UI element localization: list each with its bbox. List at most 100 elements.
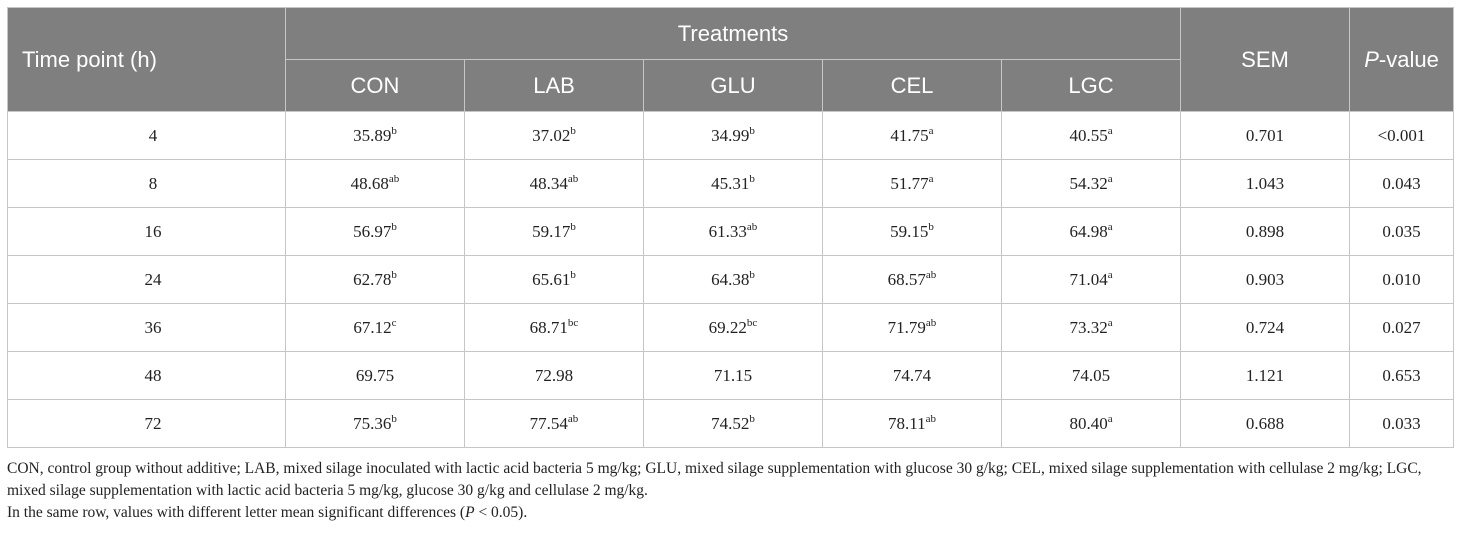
time-point-cell: 4 [7,111,286,160]
value-cell: 77.54ab [464,399,644,448]
value-cell: 41.75a [822,111,1002,160]
value-text: 48.68 [350,173,389,193]
value-cell: 73.32a [1000,303,1182,352]
value-cell: 54.32a [1000,159,1182,208]
value-cell: 67.12c [285,303,465,352]
column-header-con: CON [285,59,465,112]
value-text: 71.79 [887,317,926,337]
value-cell: 71.15 [643,351,823,400]
significance-letter: b [749,412,755,425]
time-point-cell: 72 [7,399,286,448]
value-cell: 68.57ab [822,255,1002,304]
p-value-cell: 0.010 [1349,255,1455,304]
value-cell: 56.97b [285,207,465,256]
value-text: 71.15 [713,365,753,385]
table-row: 8 48.68ab 48.34ab 45.31b 51.77a 54.32a 1.043 0.… [7,159,1455,208]
value-cell: 48.68ab [285,159,465,208]
value-text: 34.99 [711,125,750,145]
column-header-cel: CEL [822,59,1002,112]
value-cell: 61.33ab [643,207,823,256]
significance-letter: a [1107,268,1113,281]
value-text: 59.15 [890,221,929,241]
value-text: 74.52 [711,413,750,433]
value-text: 59.17 [532,221,571,241]
p-value-cell: 0.043 [1349,159,1455,208]
table-row: 24 62.78b 65.61b 64.38b 68.57ab 71.04a 0.903 0.… [7,255,1455,304]
value-text: 41.75 [890,125,929,145]
table-row: 36 67.12c 68.71bc 69.22bc 71.79ab 73.32a 0.724… [7,303,1455,352]
table-body: 4 35.89b 37.02b 34.99b 41.75a 40.55a 0.701 <0.0… [7,111,1455,448]
significance-letter: b [749,268,755,281]
table-row: 16 56.97b 59.17b 61.33ab 59.15b 64.98a 0.898 0.… [7,207,1455,256]
value-cell: 59.17b [464,207,644,256]
value-cell: 62.78b [285,255,465,304]
column-header-lgc: LGC [1000,59,1182,112]
value-text: 64.38 [711,269,750,289]
time-point-cell: 16 [7,207,286,256]
results-table: Time point (h) Treatments SEM P-value CO… [7,7,1455,448]
significance-letter: a [928,172,934,185]
p-value-header: P-value [1349,7,1455,112]
significance-letter: a [928,124,934,137]
header-row-1: Time point (h) Treatments SEM P-value [7,7,1455,112]
value-text: 35.89 [353,125,392,145]
p-value-cell: 0.027 [1349,303,1455,352]
p-value-cell: 0.033 [1349,399,1455,448]
value-cell: 37.02b [464,111,644,160]
table-row: 4 35.89b 37.02b 34.99b 41.75a 40.55a 0.701 <0.0… [7,111,1455,160]
significance-letter: b [749,172,755,185]
significance-letter: b [570,124,576,137]
time-point-cell: 48 [7,351,286,400]
value-text: 73.32 [1069,317,1108,337]
value-text: 64.98 [1069,221,1108,241]
significance-letter: b [570,220,576,233]
sem-cell: 0.688 [1180,399,1351,448]
value-cell: 51.77a [822,159,1002,208]
value-text: 68.57 [887,269,926,289]
p-value-cell: <0.001 [1349,111,1455,160]
sem-cell: 1.043 [1180,159,1351,208]
value-text: 56.97 [353,221,392,241]
sem-cell: 0.903 [1180,255,1351,304]
value-text: 54.32 [1069,173,1108,193]
value-cell: 80.40a [1000,399,1182,448]
value-cell: 74.52b [643,399,823,448]
table-row: 72 75.36b 77.54ab 74.52b 78.11ab 80.40a 0.688 0… [7,399,1455,448]
significance-letter: bc [567,316,579,329]
value-cell: 64.98a [1000,207,1182,256]
sem-cell: 0.898 [1180,207,1351,256]
value-cell: 74.74 [822,351,1002,400]
value-cell: 71.04a [1000,255,1182,304]
time-point-header: Time point (h) [7,7,286,112]
sem-cell: 0.701 [1180,111,1351,160]
value-cell: 69.22bc [643,303,823,352]
value-text: 74.74 [892,365,932,385]
significance-letter: ab [925,412,936,425]
value-cell: 59.15b [822,207,1002,256]
value-text: 78.11 [887,413,926,433]
value-cell: 78.11ab [822,399,1002,448]
value-text: 69.75 [355,365,395,385]
header-row-2: CON LAB GLU CEL LGC [8,59,1454,112]
value-text: 80.40 [1069,413,1108,433]
p-value-cell: 0.653 [1349,351,1455,400]
value-text: 40.55 [1069,125,1108,145]
abbreviation-note: CON, control group without additive; LAB… [7,460,1422,499]
value-cell: 69.75 [285,351,465,400]
value-cell: 74.05 [1000,351,1182,400]
significance-letter: b [570,268,576,281]
significance-letter: a [1107,124,1113,137]
time-point-cell: 24 [7,255,286,304]
significance-letter: a [1107,316,1113,329]
significance-letter: b [391,220,397,233]
value-text: 62.78 [353,269,392,289]
value-cell: 71.79ab [822,303,1002,352]
value-text: 69.22 [708,317,747,337]
significance-letter: b [391,412,397,425]
time-point-cell: 8 [7,159,286,208]
value-text: 72.98 [534,365,574,385]
table-row: 48 69.75 72.98 71.15 74.74 74.05 1.121 0.653 [7,351,1455,400]
significance-letter: ab [925,316,937,329]
significance-letter: ab [567,172,579,185]
time-point-cell: 36 [7,303,286,352]
